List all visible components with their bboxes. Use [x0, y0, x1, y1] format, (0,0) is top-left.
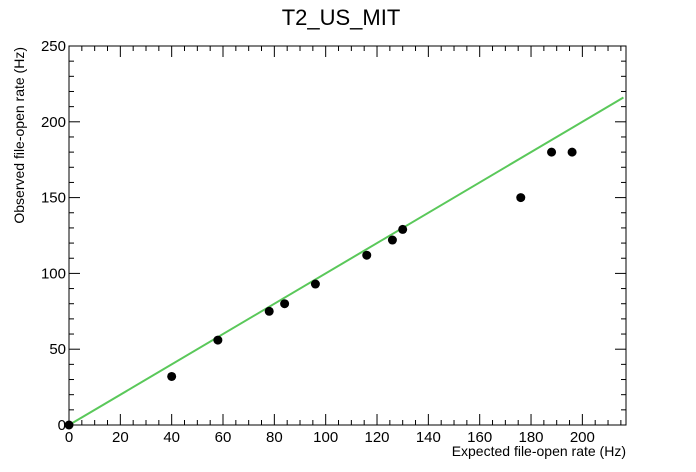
- y-tick-label: 200: [41, 114, 66, 131]
- x-tick-label: 40: [163, 429, 180, 446]
- x-tick-label: 140: [416, 429, 441, 446]
- data-points: [64, 147, 577, 430]
- data-point: [387, 235, 397, 245]
- data-point: [516, 193, 526, 203]
- plot-frame: [68, 45, 627, 426]
- y-axis-title: Observed file-open rate (Hz): [11, 47, 27, 224]
- x-axis-title: Expected file-open rate (Hz): [452, 443, 626, 459]
- data-point: [567, 147, 577, 157]
- data-point: [310, 279, 320, 289]
- data-point: [362, 250, 372, 260]
- data-point: [213, 335, 223, 345]
- data-point: [398, 224, 408, 234]
- x-tick-label: 80: [266, 429, 283, 446]
- data-point: [280, 299, 290, 309]
- x-tick-label: 0: [65, 429, 73, 446]
- x-tick-label: 180: [519, 429, 544, 446]
- x-tick-label: 60: [215, 429, 232, 446]
- y-tick-label: 50: [49, 341, 66, 358]
- x-tick-label: 120: [365, 429, 390, 446]
- x-tick-label: 160: [467, 429, 492, 446]
- data-point: [167, 371, 177, 381]
- y-axis: 0 50 100 150 200 250: [41, 38, 626, 434]
- x-axis: 0 20 40 60 80 100 120 140 160 180 200: [65, 46, 622, 446]
- data-point: [547, 147, 557, 157]
- data-point: [264, 306, 274, 316]
- chart-title: T2_US_MIT: [282, 5, 401, 30]
- y-tick-label: 150: [41, 190, 66, 207]
- y-tick-label: 100: [41, 265, 66, 282]
- y-tick-label: 0: [58, 417, 66, 434]
- x-tick-label: 100: [313, 429, 338, 446]
- fit-line: [68, 96, 624, 426]
- data-point: [64, 420, 74, 430]
- fit-line-layer: [68, 96, 624, 426]
- x-tick-label: 200: [570, 429, 595, 446]
- y-tick-label: 250: [41, 38, 66, 55]
- x-tick-label: 20: [112, 429, 129, 446]
- plot-border: [68, 45, 627, 426]
